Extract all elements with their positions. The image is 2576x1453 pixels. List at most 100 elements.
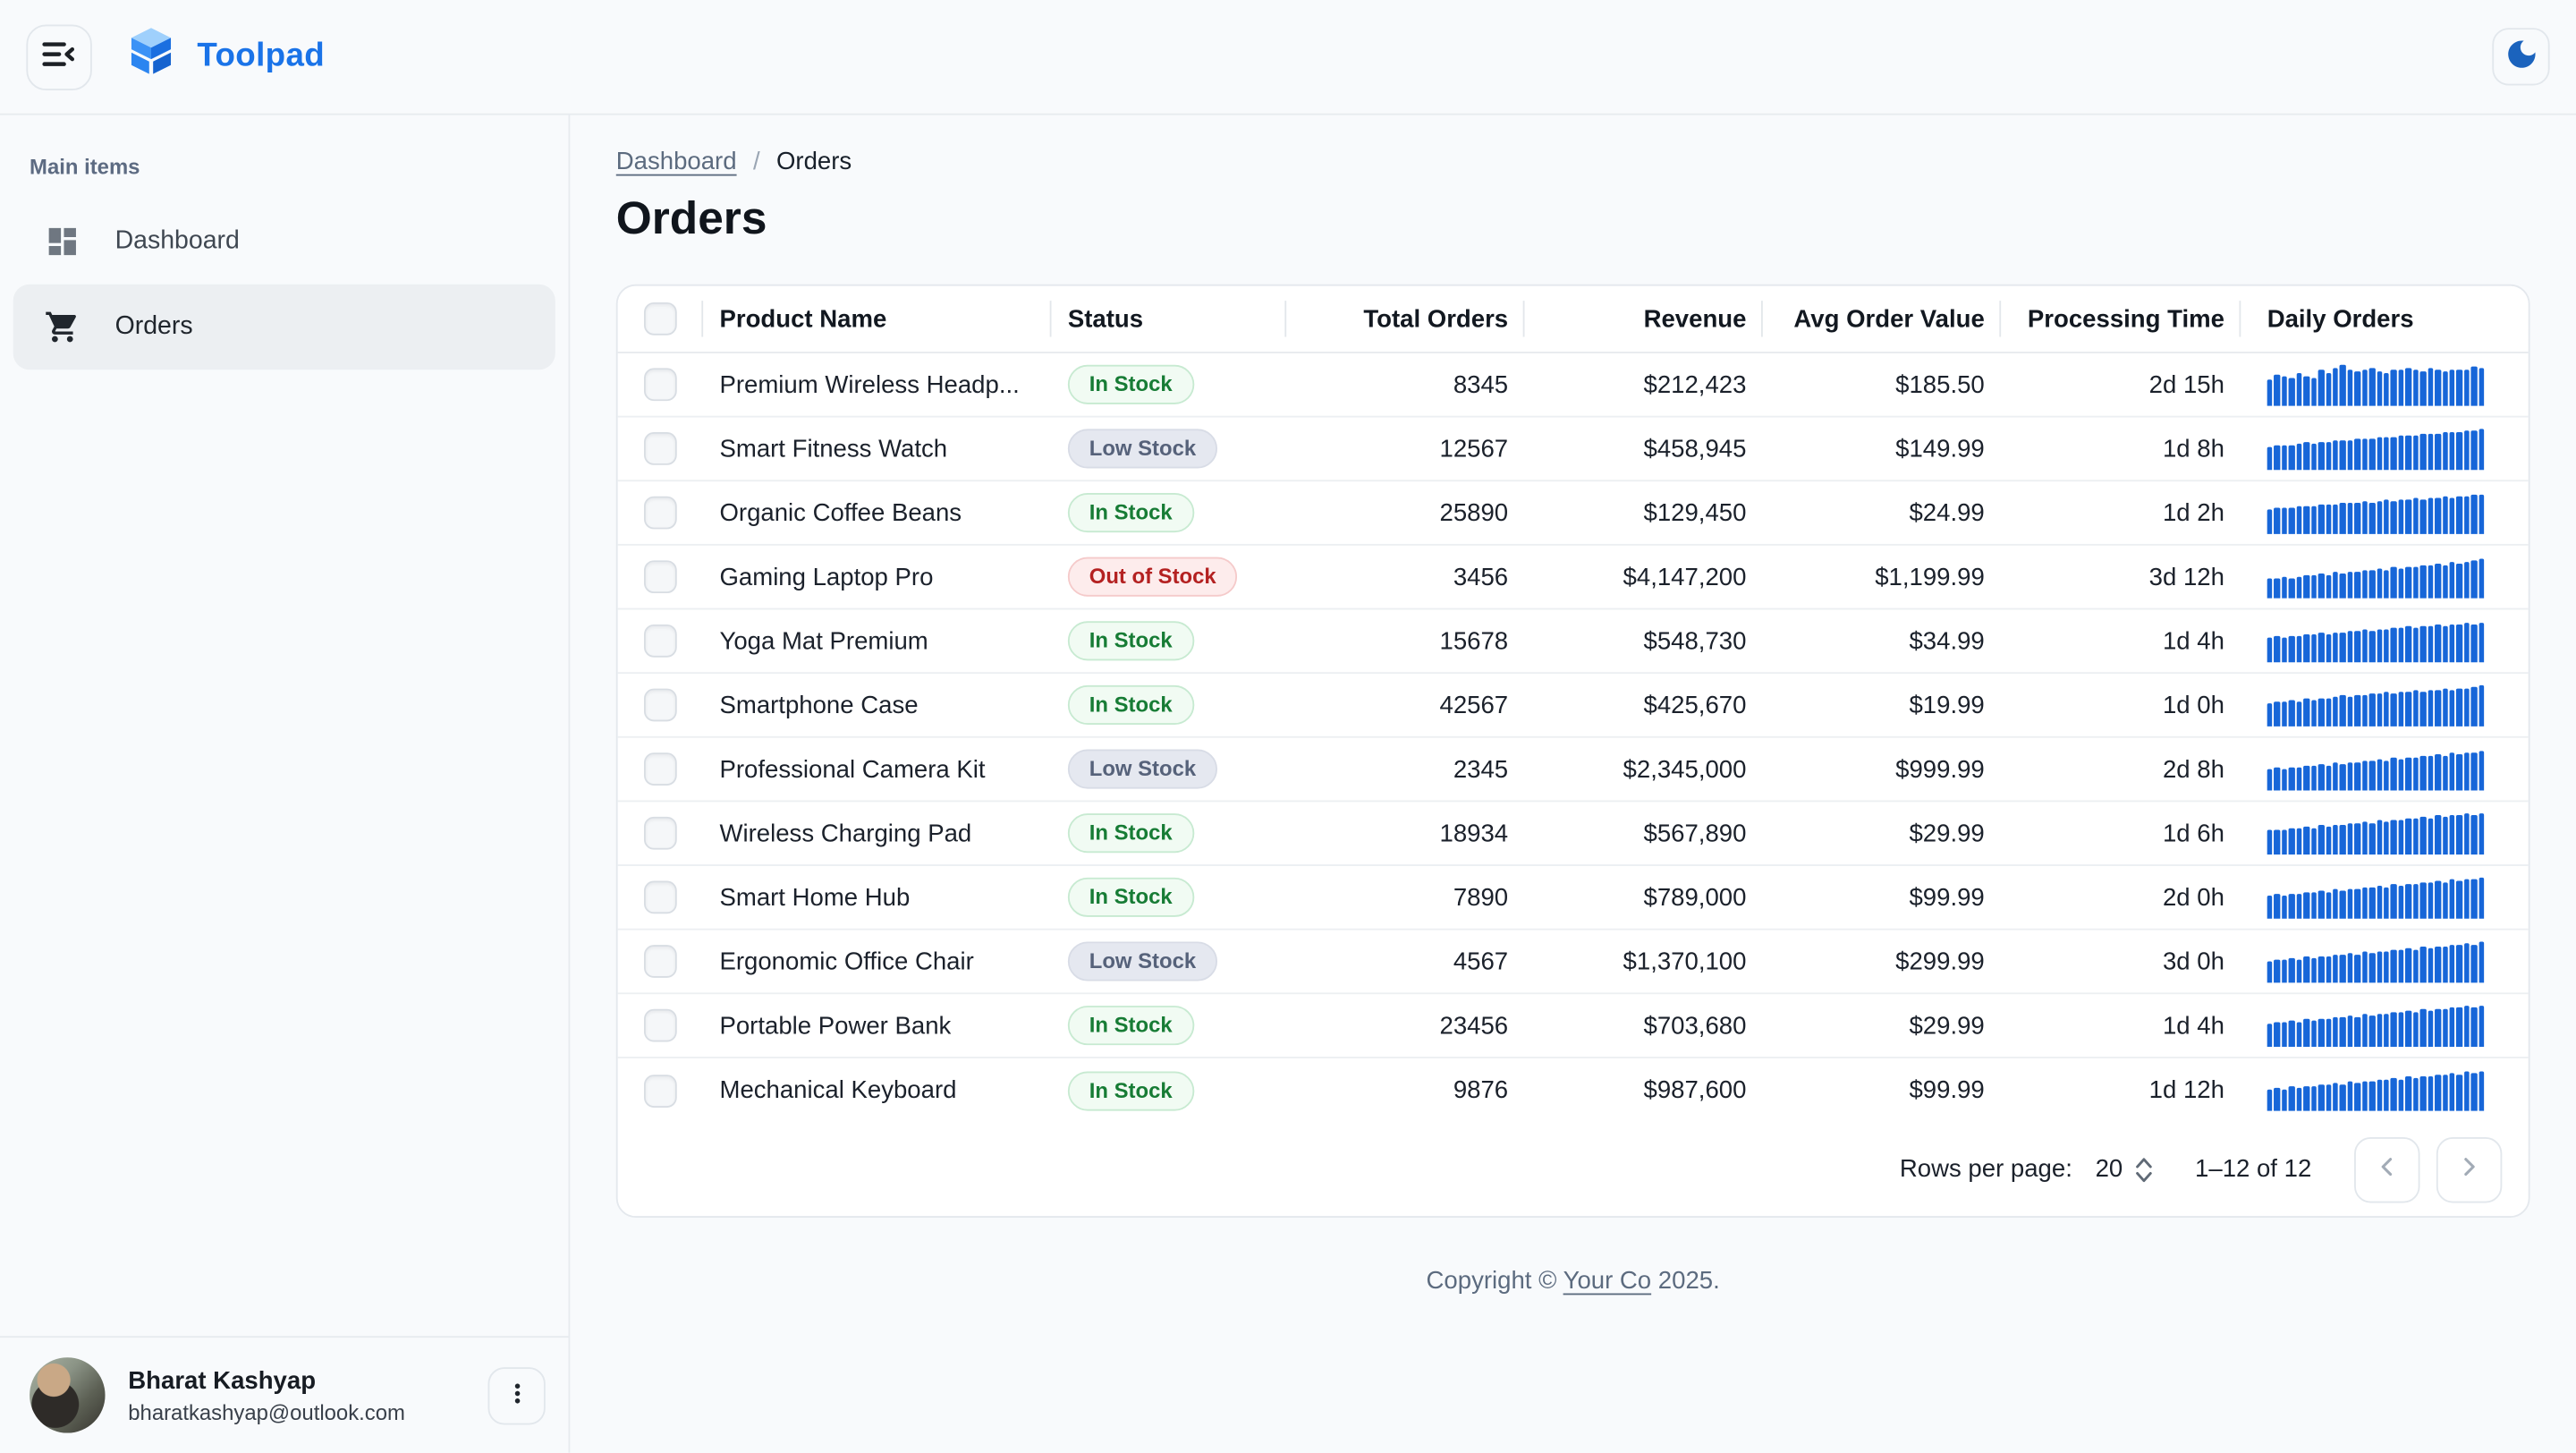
brand-home-link[interactable]: Toolpad [125, 26, 326, 87]
daily-orders-bar [2325, 574, 2332, 598]
cell-total-orders: 2345 [1453, 754, 1509, 784]
daily-orders-sparkline [2267, 557, 2485, 598]
previous-page-button[interactable] [2354, 1136, 2420, 1202]
cell-total-orders: 8345 [1453, 370, 1509, 399]
breadcrumb-dashboard-link[interactable]: Dashboard [615, 148, 737, 176]
daily-orders-bar [2442, 496, 2448, 534]
daily-orders-bar [2310, 1086, 2317, 1111]
row-checkbox[interactable] [643, 432, 677, 465]
row-checkbox[interactable] [643, 1074, 677, 1108]
daily-orders-bar [2470, 944, 2478, 982]
sidebar-item-label: Dashboard [114, 226, 240, 255]
column-header-processing-time[interactable]: Processing Time [2001, 286, 2241, 352]
daily-orders-bar [2347, 761, 2353, 790]
company-link[interactable]: Your Co [1563, 1267, 1652, 1296]
daily-orders-bar [2289, 957, 2295, 982]
daily-orders-bar [2354, 823, 2360, 854]
user-menu-button[interactable] [487, 1366, 546, 1424]
column-header-revenue[interactable]: Revenue [1524, 286, 1762, 352]
daily-orders-bar [2398, 370, 2404, 405]
daily-orders-bar [2289, 578, 2295, 598]
next-page-button[interactable] [2436, 1136, 2503, 1202]
cell-processing-time: 2d 0h [2162, 883, 2224, 912]
cell-processing-time: 2d 15h [2148, 370, 2224, 399]
app-bar: Toolpad [0, 0, 2576, 115]
row-checkbox[interactable] [643, 368, 677, 402]
daily-orders-bar [2456, 432, 2462, 470]
breadcrumb: Dashboard / Orders [616, 148, 2530, 175]
daily-orders-bar [2427, 497, 2434, 534]
cell-total-orders: 18934 [1439, 819, 1509, 847]
daily-orders-bar [2456, 563, 2462, 598]
cell-revenue: $567,890 [1643, 819, 1747, 847]
cell-revenue: $458,945 [1643, 434, 1747, 463]
daily-orders-bar [2325, 1018, 2332, 1047]
cell-processing-time: 1d 2h [2162, 498, 2224, 527]
column-header-product-name[interactable]: Product Name [703, 286, 1051, 352]
daily-orders-bar [2456, 815, 2462, 854]
daily-orders-bar [2412, 369, 2419, 405]
cell-processing-time: 1d 6h [2162, 819, 2224, 847]
daily-orders-bar [2267, 446, 2274, 470]
daily-orders-bar [2354, 438, 2360, 470]
daily-orders-bar [2405, 1010, 2411, 1047]
row-checkbox[interactable] [643, 945, 677, 978]
daily-orders-bar [2435, 434, 2441, 470]
row-checkbox[interactable] [643, 816, 677, 850]
daily-orders-bar [2281, 637, 2288, 662]
row-checkbox[interactable] [643, 560, 677, 594]
daily-orders-bar [2470, 559, 2478, 598]
dark-mode-toggle-button[interactable] [2492, 28, 2550, 86]
daily-orders-bar [2456, 945, 2462, 982]
status-badge: Low Stock [1067, 749, 1218, 789]
daily-orders-bar [2361, 887, 2368, 918]
daily-orders-bar [2361, 438, 2368, 470]
row-checkbox[interactable] [643, 1008, 677, 1042]
row-checkbox[interactable] [643, 688, 677, 722]
cell-revenue: $987,600 [1643, 1076, 1747, 1105]
daily-orders-bar [2274, 828, 2281, 854]
column-header-avg-order-value[interactable]: Avg Order Value [1763, 286, 2001, 352]
daily-orders-bar [2267, 1089, 2274, 1111]
collapse-menu-button[interactable] [26, 23, 92, 90]
daily-orders-bar [2435, 497, 2441, 534]
daily-orders-bar [2340, 825, 2346, 854]
rows-per-page-select[interactable]: 20 [2096, 1155, 2153, 1183]
cell-product-name: Mechanical Keyboard [719, 1076, 957, 1105]
select-all-checkbox[interactable] [643, 302, 677, 336]
column-header-status[interactable]: Status [1052, 286, 1287, 352]
daily-orders-bar [2398, 950, 2404, 982]
chevron-left-icon [2370, 1151, 2403, 1188]
page-title: Orders [615, 191, 767, 243]
daily-orders-bar [2354, 371, 2360, 405]
daily-orders-bar [2310, 443, 2317, 470]
column-header-total-orders[interactable]: Total Orders [1286, 286, 1524, 352]
daily-orders-bar [2479, 1005, 2485, 1047]
daily-orders-bar [2296, 828, 2302, 854]
daily-orders-bar [2303, 442, 2309, 470]
cell-total-orders: 12567 [1439, 434, 1509, 463]
cell-product-name: Premium Wireless Headp... [719, 370, 1020, 399]
daily-orders-bar [2419, 370, 2427, 405]
daily-orders-bar [2361, 629, 2368, 662]
daily-orders-bar [2347, 953, 2353, 982]
daily-orders-bar [2470, 429, 2478, 470]
daily-orders-bar [2470, 494, 2478, 534]
row-checkbox[interactable] [643, 624, 677, 658]
column-header-daily-orders[interactable]: Daily Orders [2267, 304, 2414, 333]
daily-orders-bar [2296, 767, 2302, 790]
daily-orders-bar [2281, 1022, 2288, 1047]
daily-orders-bar [2325, 698, 2332, 726]
row-checkbox[interactable] [643, 496, 677, 530]
daily-orders-bar [2435, 880, 2441, 918]
sidebar-item-dashboard[interactable]: Dashboard [13, 199, 555, 285]
sidebar-item-orders[interactable]: Orders [13, 284, 555, 370]
daily-orders-bar [2368, 630, 2376, 662]
daily-orders-bar [2435, 370, 2441, 405]
daily-orders-bar [2479, 557, 2485, 598]
row-checkbox[interactable] [643, 752, 677, 786]
row-checkbox[interactable] [643, 880, 677, 914]
daily-orders-bar [2435, 754, 2441, 790]
daily-orders-bar [2368, 502, 2376, 534]
daily-orders-bar [2376, 500, 2383, 534]
